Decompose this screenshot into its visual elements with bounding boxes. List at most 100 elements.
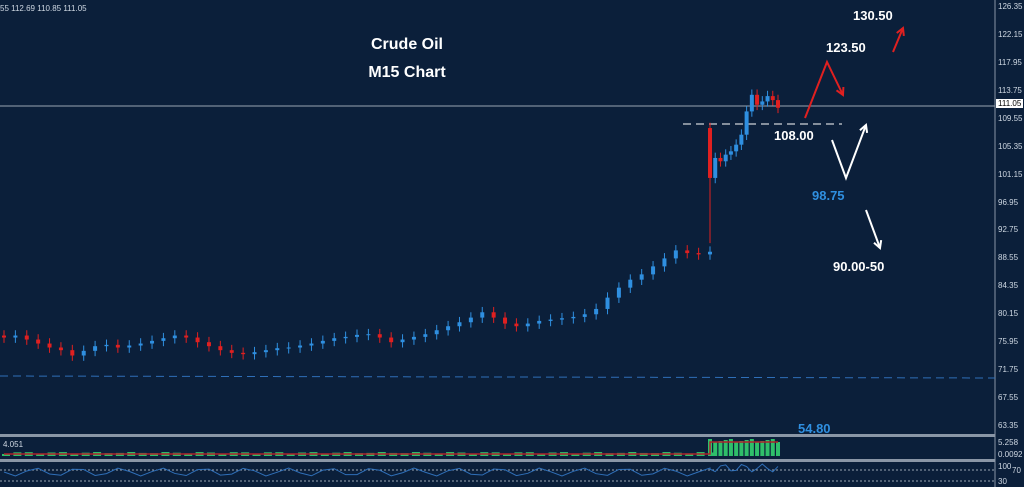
volume-bar [739, 441, 744, 456]
candle-body [275, 348, 280, 351]
candle-body [616, 287, 621, 298]
candle-body [332, 338, 337, 341]
candle-body [651, 266, 656, 275]
current-price-label: 111.05 [996, 99, 1024, 108]
rsi-axis-70: 70 [1012, 466, 1021, 475]
candle-body [81, 350, 86, 356]
y-tick-label: 117.95 [998, 57, 1022, 67]
candle-body [457, 322, 462, 327]
candle-body [389, 337, 394, 343]
y-tick-label: 105.35 [998, 141, 1023, 151]
y-tick-label: 122.15 [998, 29, 1023, 39]
volume-bar [468, 453, 477, 456]
candle-body [286, 347, 291, 349]
candle-body [734, 144, 739, 152]
candle-body [24, 335, 29, 340]
ohlc-readout: 55 112.69 110.85 111.05 [0, 4, 87, 13]
candle-body [685, 250, 690, 254]
y-tick-label: 80.15 [998, 309, 1019, 319]
volume-bar [2, 454, 10, 456]
red-arrow-up-down [804, 59, 844, 119]
candle-body [728, 151, 733, 155]
candle-body [138, 343, 143, 346]
candle-body [708, 128, 712, 178]
candle-body [195, 337, 200, 343]
volume-bar [503, 453, 512, 456]
volume-value: 4.051 [3, 440, 24, 449]
candle-body [713, 157, 718, 178]
red-arrow-up-down-head [835, 86, 845, 97]
volume-bar [218, 453, 227, 456]
candle-body [229, 350, 234, 353]
candle-body [263, 350, 268, 353]
y-tick-label: 96.95 [998, 197, 1019, 207]
candle-body [115, 344, 120, 348]
candle-body [708, 251, 712, 255]
candle-body [161, 338, 166, 341]
candle-body [571, 316, 576, 319]
support-108: 108.00 [774, 128, 814, 143]
candle-body [514, 323, 519, 327]
y-tick-label: 109.55 [998, 113, 1023, 123]
candle-body [749, 94, 754, 112]
candle-body [673, 250, 678, 259]
candle-body [36, 339, 41, 344]
y-tick-label: 75.95 [998, 337, 1019, 347]
candle-body [468, 317, 473, 323]
candle-body [127, 345, 132, 348]
volume-bar [770, 439, 775, 456]
candle-body [696, 253, 701, 255]
support-dashed-line [0, 375, 996, 379]
y-tick-label: 113.75 [998, 85, 1022, 95]
candle-body [525, 323, 530, 327]
candle-body [776, 100, 780, 108]
volume-bar [755, 442, 760, 456]
target-130: 130.50 [853, 8, 893, 23]
support-54: 54.80 [798, 421, 831, 436]
rsi-axis-100: 100 [998, 462, 1012, 471]
candle-body [760, 101, 765, 105]
candle-body [377, 334, 382, 338]
candle-body [172, 335, 177, 339]
support-98: 98.75 [812, 188, 845, 203]
chart-subtitle: M15 Chart [368, 64, 446, 81]
volume-axis-bottom: 0.0092 [998, 450, 1023, 459]
white-arrow-down-up-head [859, 123, 869, 134]
candle-body [739, 134, 744, 145]
y-tick-label: 84.35 [998, 281, 1019, 291]
candle-body [150, 340, 155, 344]
candle-body [184, 335, 189, 338]
chart-title: Crude Oil [370, 36, 443, 53]
candle-body [104, 344, 109, 347]
candle-body [548, 319, 553, 321]
candle-body [480, 312, 485, 318]
target-123: 123.50 [826, 40, 866, 55]
volume-ma-line [4, 441, 778, 455]
candle-body [93, 346, 98, 351]
volume-bar [749, 439, 754, 456]
volume-bar [744, 440, 749, 456]
volume-bar [723, 440, 728, 456]
candle-body [298, 345, 303, 348]
white-arrow-down-head [873, 239, 883, 250]
candle-body [13, 335, 18, 338]
y-tick-label: 71.75 [998, 365, 1019, 375]
candle-body [355, 334, 359, 337]
red-arrow-up-head [896, 26, 905, 37]
candle-body [639, 274, 644, 280]
volume-bar [776, 442, 780, 456]
candle-body [491, 312, 496, 318]
volume-axis-top: 5.258 [998, 438, 1019, 447]
candle-body [582, 314, 587, 317]
candle-body [718, 157, 723, 162]
y-tick-label: 126.35 [998, 2, 1023, 11]
candle-body [446, 326, 451, 331]
volume-bar [36, 453, 45, 456]
candle-body [628, 279, 633, 288]
volume-bar [286, 453, 295, 456]
volume-bar [765, 440, 770, 456]
candle-body [662, 258, 667, 267]
candle-body [434, 330, 439, 335]
y-tick-label: 92.75 [998, 225, 1019, 235]
